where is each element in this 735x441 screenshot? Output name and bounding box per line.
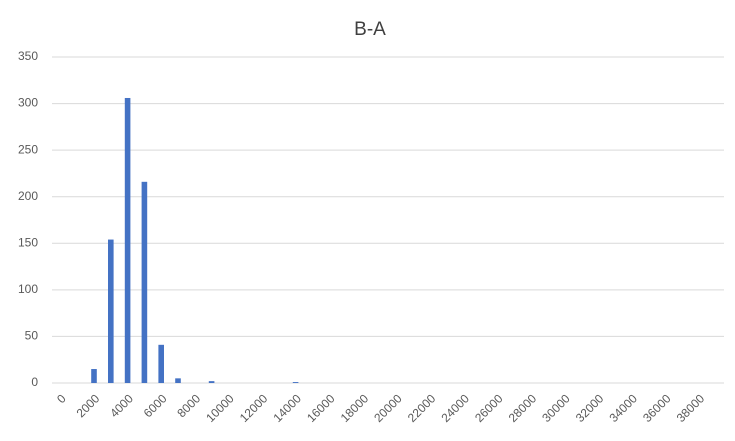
- y-tick-label: 100: [18, 282, 38, 296]
- bar: [158, 344, 164, 383]
- bar: [208, 381, 215, 383]
- bar: [175, 378, 181, 383]
- y-tick-label: 0: [31, 375, 38, 389]
- chart-title: B-A: [354, 19, 386, 40]
- y-tick-label: 350: [18, 49, 38, 63]
- y-tick-label: 300: [18, 96, 38, 110]
- bar: [124, 97, 131, 384]
- bar: [141, 181, 148, 383]
- y-tick-label: 150: [18, 235, 38, 249]
- y-tick-label: 50: [25, 329, 39, 343]
- bar: [108, 239, 114, 383]
- bar: [91, 369, 97, 383]
- y-tick-label: 250: [18, 142, 38, 156]
- y-tick-label: 200: [18, 189, 38, 203]
- bar: [292, 382, 299, 383]
